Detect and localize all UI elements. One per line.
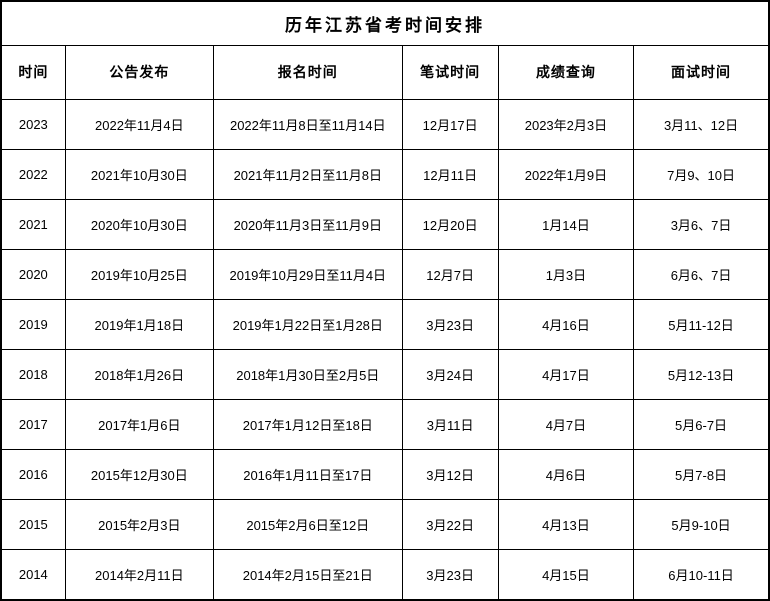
table-cell: 2019年1月22日至1月28日 — [213, 298, 403, 350]
table-cell: 4月7日 — [497, 399, 635, 451]
table-row-2021: 2021 2020年10月30日 2020年11月3日至11月9日 12月20日 1月1… — [0, 198, 770, 250]
table-row-2023: 2023 2022年11月4日 2022年11月8日至11月14日 12月17日 202… — [0, 98, 770, 150]
table-cell: 3月12日 — [401, 449, 499, 501]
table-cell: 3月23日 — [401, 549, 499, 601]
table-cell: 2020年10月30日 — [64, 198, 215, 250]
title-row: 历年江苏省考时间安排 — [0, 0, 770, 46]
table-cell: 3月6、7日 — [633, 198, 770, 250]
table-cell: 2014年2月15日至21日 — [213, 549, 403, 601]
year-cell: 2021 — [0, 198, 66, 250]
table-row-2015: 2015 2015年2月3日 2015年2月6日至12日 3月22日 4月13日 5月9-… — [0, 499, 770, 551]
table-cell: 4月16日 — [497, 298, 635, 350]
year-cell: 2017 — [0, 399, 66, 451]
table-cell: 1月3日 — [497, 248, 635, 300]
table-cell: 3月23日 — [401, 298, 499, 350]
table-cell: 2016年1月11日至17日 — [213, 449, 403, 501]
table-cell: 2015年2月3日 — [64, 499, 215, 551]
table-cell: 5月12-13日 — [633, 348, 770, 401]
table-cell: 2015年12月30日 — [64, 449, 215, 501]
header-row: 时间 公告发布 报名时间 笔试时间 成绩查询 面试时间 — [0, 44, 770, 100]
table-cell: 6月6、7日 — [633, 248, 770, 300]
table-row-2017: 2017 2017年1月6日 2017年1月12日至18日 3月11日 4月7日 5月6-… — [0, 399, 770, 451]
table-cell: 4月6日 — [497, 449, 635, 501]
table-cell: 5月9-10日 — [633, 499, 770, 551]
table-cell: 3月11日 — [401, 399, 499, 451]
column-header-4: 成绩查询 — [497, 44, 635, 100]
table-cell: 2020年11月3日至11月9日 — [213, 198, 403, 250]
table-cell: 2017年1月12日至18日 — [213, 399, 403, 451]
table-cell: 2022年11月4日 — [64, 98, 215, 150]
column-header-2: 报名时间 — [213, 44, 403, 100]
table-cell: 3月22日 — [401, 499, 499, 551]
table-cell: 2018年1月30日至2月5日 — [213, 348, 403, 401]
year-cell: 2014 — [0, 549, 66, 601]
table-cell: 6月10-11日 — [633, 549, 770, 601]
table-cell: 5月11-12日 — [633, 298, 770, 350]
table-cell: 4月13日 — [497, 499, 635, 551]
table-cell: 2021年10月30日 — [64, 148, 215, 200]
table-cell: 1月14日 — [497, 198, 635, 250]
table-cell: 12月7日 — [401, 248, 499, 300]
table-row-2019: 2019 2019年1月18日 2019年1月22日至1月28日 3月23日 4月16日… — [0, 298, 770, 350]
year-cell: 2015 — [0, 499, 66, 551]
year-cell: 2020 — [0, 248, 66, 300]
year-cell: 2023 — [0, 98, 66, 150]
table-cell: 2022年11月8日至11月14日 — [213, 98, 403, 150]
column-header-5: 面试时间 — [633, 44, 770, 100]
year-cell: 2016 — [0, 449, 66, 501]
table-cell: 3月11、12日 — [633, 98, 770, 150]
table-cell: 2014年2月11日 — [64, 549, 215, 601]
table-title: 历年江苏省考时间安排 — [0, 0, 770, 46]
table-row-2022: 2022 2021年10月30日 2021年11月2日至11月8日 12月11日 202… — [0, 148, 770, 200]
table-row-2016: 2016 2015年12月30日 2016年1月11日至17日 3月12日 4月6日 5月… — [0, 449, 770, 501]
table-cell: 3月24日 — [401, 348, 499, 401]
table-cell: 2021年11月2日至11月8日 — [213, 148, 403, 200]
table-cell: 2019年1月18日 — [64, 298, 215, 350]
table-row-2018: 2018 2018年1月26日 2018年1月30日至2月5日 3月24日 4月17日 5… — [0, 348, 770, 401]
table-cell: 2023年2月3日 — [497, 98, 635, 150]
table-row-2020: 2020 2019年10月25日 2019年10月29日至11月4日 12月7日 1月3… — [0, 248, 770, 300]
table-cell: 4月15日 — [497, 549, 635, 601]
table-cell: 5月6-7日 — [633, 399, 770, 451]
table-cell: 2019年10月29日至11月4日 — [213, 248, 403, 300]
table-cell: 2017年1月6日 — [64, 399, 215, 451]
table-cell: 2019年10月25日 — [64, 248, 215, 300]
table-cell: 4月17日 — [497, 348, 635, 401]
table-cell: 7月9、10日 — [633, 148, 770, 200]
table-cell: 2022年1月9日 — [497, 148, 635, 200]
column-header-0: 时间 — [0, 44, 66, 100]
year-cell: 2022 — [0, 148, 66, 200]
column-header-1: 公告发布 — [64, 44, 215, 100]
table-body: 2023 2022年11月4日 2022年11月8日至11月14日 12月17日 202… — [0, 98, 770, 601]
table-cell: 12月17日 — [401, 98, 499, 150]
column-header-3: 笔试时间 — [401, 44, 499, 100]
table-cell: 2015年2月6日至12日 — [213, 499, 403, 551]
table-cell: 2018年1月26日 — [64, 348, 215, 401]
table-cell: 5月7-8日 — [633, 449, 770, 501]
table-cell: 12月20日 — [401, 198, 499, 250]
table-cell: 12月11日 — [401, 148, 499, 200]
year-cell: 2019 — [0, 298, 66, 350]
table-row-2014: 2014 2014年2月11日 2014年2月15日至21日 3月23日 4月15日 6月… — [0, 549, 770, 601]
year-cell: 2018 — [0, 348, 66, 401]
